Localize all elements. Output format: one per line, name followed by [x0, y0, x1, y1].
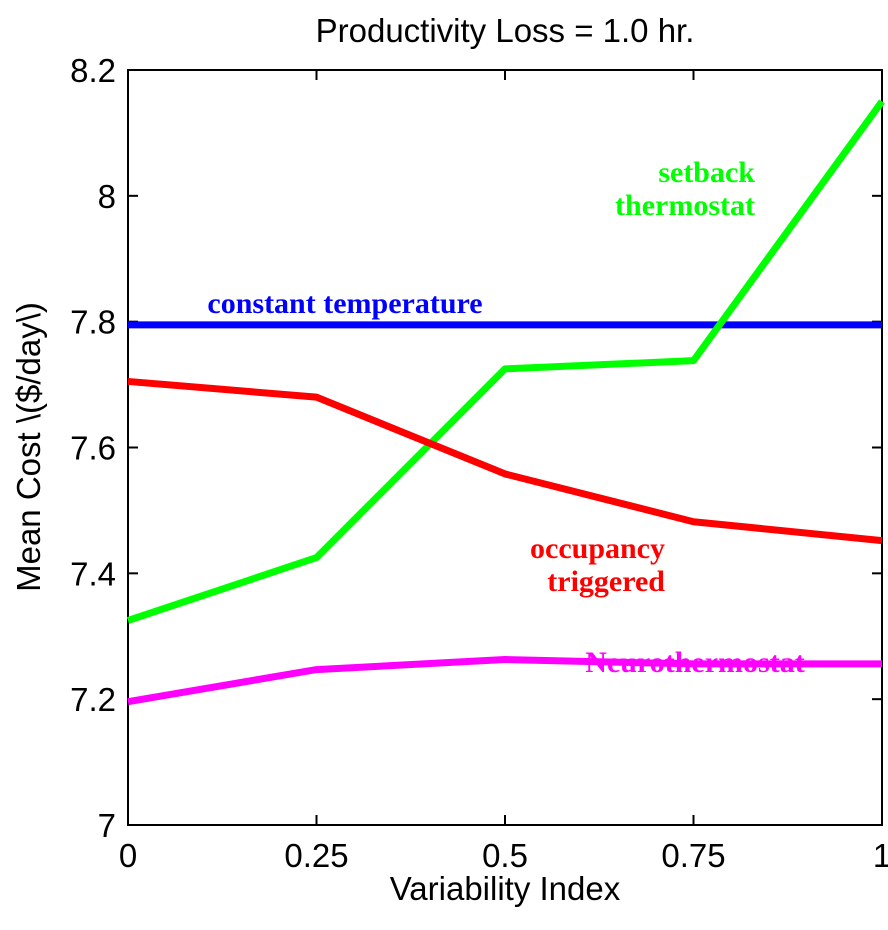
x-axis: 0 0.25 0.5 0.75 1: [119, 70, 888, 874]
y-tick-label: 8: [98, 178, 116, 215]
x-tick-label: 0: [119, 837, 137, 874]
series-label-constant: constant temperature: [207, 287, 482, 320]
plot-area: [127, 69, 883, 826]
series-label-setback: setback: [658, 156, 755, 189]
y-tick-label: 7.2: [70, 681, 116, 718]
chart-title: Productivity Loss = 1.0 hr.: [316, 12, 695, 49]
y-tick-label: 7: [98, 807, 116, 844]
y-axis-label: Mean Cost \($/day\): [10, 302, 47, 592]
series-lines: [126, 99, 885, 706]
y-tick-label: 7.6: [70, 430, 116, 467]
series-label-neuro: Neurothermostat: [585, 646, 804, 679]
x-tick-label: 0.5: [482, 837, 528, 874]
series-label-occupancy: occupancy: [530, 532, 665, 565]
y-tick-label: 7.4: [70, 555, 116, 592]
y-tick-label: 7.8: [70, 304, 116, 341]
series-label-setback: thermostat: [615, 189, 755, 222]
series-line-neuro: [127, 656, 882, 706]
x-axis-label: Variability Index: [390, 870, 621, 907]
series-line-occupancy: [127, 377, 883, 545]
plot-frame: [127, 69, 883, 826]
y-tick-label: 8.2: [70, 52, 116, 89]
series-label-occupancy: triggered: [547, 565, 665, 598]
y-axis: 7 7.2 7.4 7.6 7.8 8 8.2: [70, 52, 882, 844]
x-tick-label: 1: [873, 837, 888, 874]
x-tick-label: 0.75: [661, 837, 725, 874]
x-tick-label: 0.25: [284, 837, 348, 874]
series-line-setback: [126, 99, 885, 624]
